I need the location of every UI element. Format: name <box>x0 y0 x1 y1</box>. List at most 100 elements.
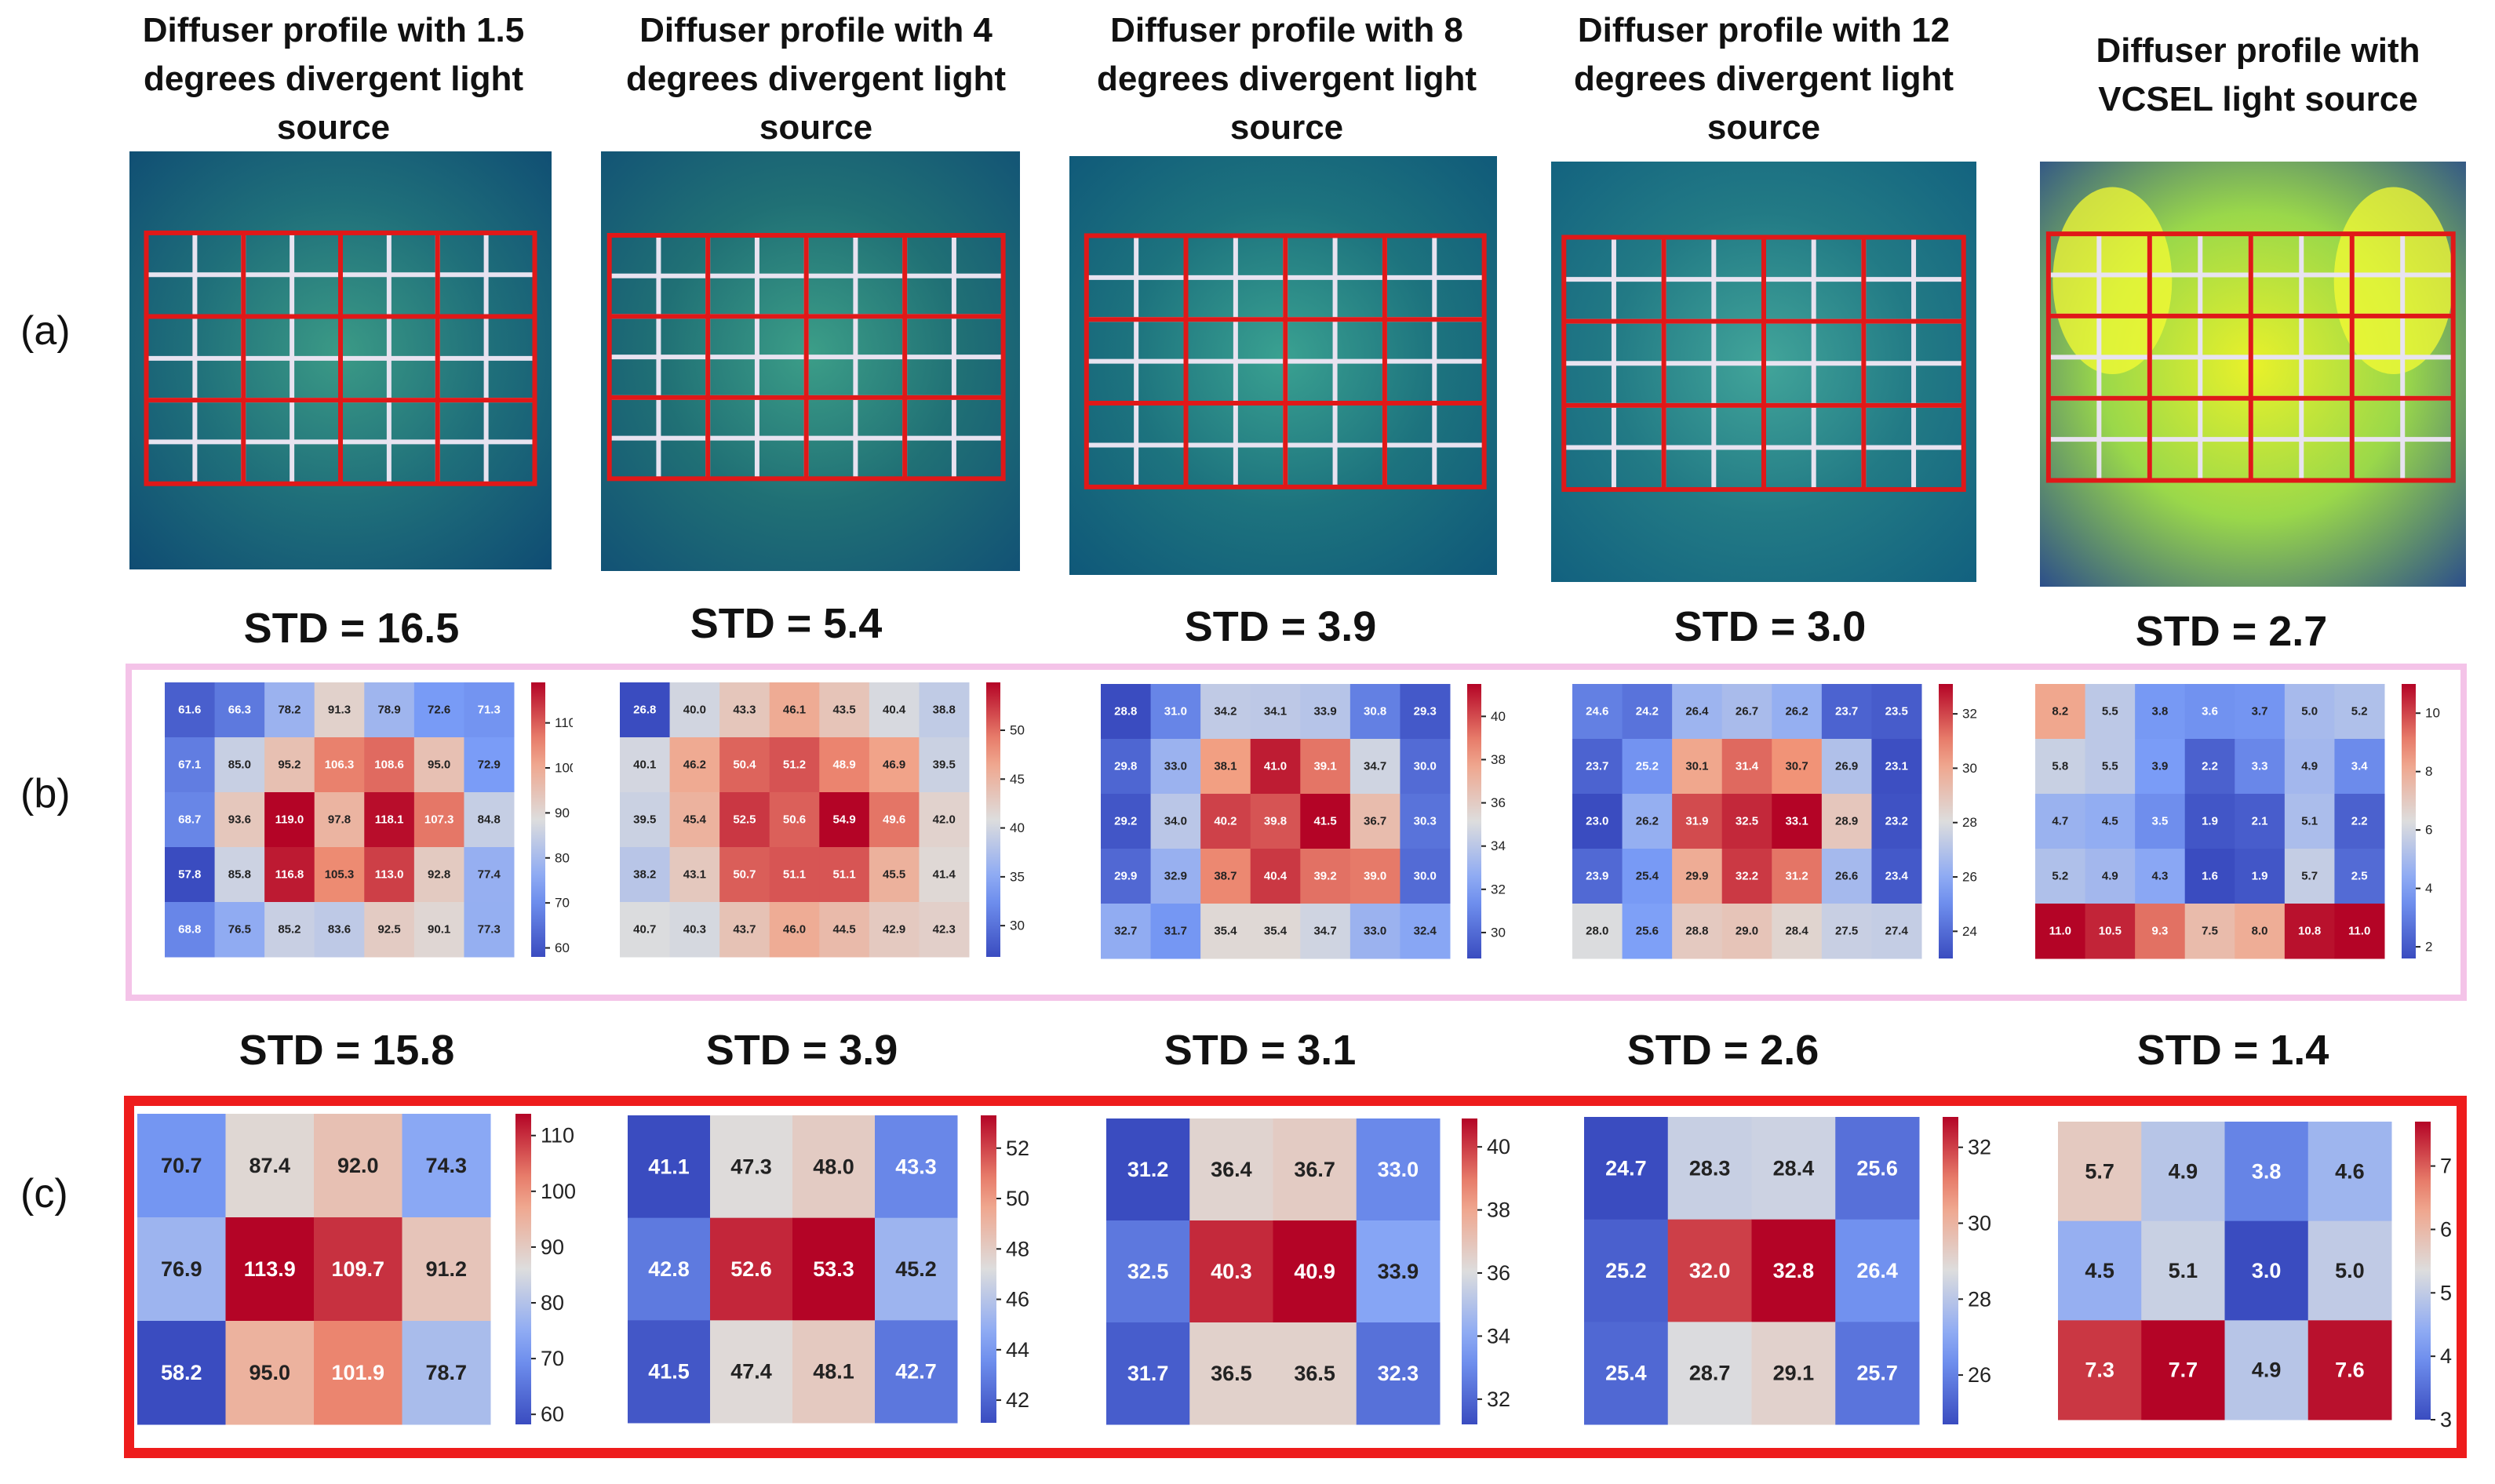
std-c1: STD = 15.8 <box>239 1027 455 1074</box>
heatmap-cell <box>1101 849 1152 904</box>
std-b3: STD = 3.9 <box>1184 603 1377 650</box>
colorbar-tick-label: 40 <box>1491 709 1506 724</box>
heatmap-cell <box>464 737 515 793</box>
cell-label: 26.2 <box>1785 705 1808 718</box>
heatmap-cell <box>314 792 365 848</box>
cell-label: 42.0 <box>933 813 956 827</box>
heatmap-cell <box>1300 794 1351 849</box>
heatmap-cell <box>1273 1118 1357 1221</box>
heatmap-cell <box>1189 1220 1273 1323</box>
colorbar-tick-label: 46 <box>1006 1288 1029 1311</box>
title-a2: Diffuser profile with 4 degrees divergen… <box>625 11 1007 147</box>
heatmap-cell <box>1721 684 1772 740</box>
colorbar-tick-label: 32 <box>1962 707 1977 722</box>
colorbar-tick-label: 36 <box>1487 1261 1510 1285</box>
colorbar-tick-label: 50 <box>1006 1187 1029 1210</box>
heatmap-cell <box>869 737 920 793</box>
heatmap-cell <box>1189 1118 1273 1221</box>
std-b1: STD = 16.5 <box>243 605 460 652</box>
cell-label: 3.9 <box>2151 760 2168 773</box>
heatmap-cell <box>1200 794 1251 849</box>
heatmap-cell <box>1871 904 1922 959</box>
heatmap-cell <box>1821 849 1872 904</box>
cell-label: 5.7 <box>2301 870 2318 883</box>
heatmap-cell <box>1150 904 1201 959</box>
cell-label: 38.2 <box>633 868 656 882</box>
cell-label: 32.0 <box>1689 1259 1731 1282</box>
heatmap-cell <box>2284 684 2335 740</box>
heatmap-cell <box>2307 1122 2392 1222</box>
cell-label: 29.0 <box>1736 925 1758 938</box>
cell-label: 25.4 <box>1636 870 1659 883</box>
heatmap-cell <box>1150 849 1201 904</box>
colorbar-tick-label: 42 <box>1006 1388 1029 1412</box>
heatmap-cell <box>2035 794 2086 849</box>
cell-label: 43.3 <box>733 704 756 717</box>
cell-label: 41.4 <box>933 868 956 882</box>
heatmap-cell <box>1835 1117 1920 1220</box>
cell-label: 30.0 <box>1414 760 1437 773</box>
cell-label: 29.2 <box>1114 815 1137 828</box>
cell-label: 36.7 <box>1294 1158 1335 1181</box>
cell-label: 5.0 <box>2301 705 2318 718</box>
cell-label: 29.8 <box>1114 760 1137 773</box>
heatmap-cell <box>869 902 920 958</box>
heatmap-cell <box>1835 1219 1920 1322</box>
cell-label: 116.8 <box>275 868 304 882</box>
heatmap-cell <box>1572 904 1623 959</box>
std-b5: STD = 2.7 <box>2135 608 2328 655</box>
colorbar-tick-label: 90 <box>541 1235 564 1259</box>
heatmap-cell <box>669 792 720 848</box>
colorbar <box>515 1114 531 1424</box>
heatmap-cell <box>1721 849 1772 904</box>
cell-label: 34.1 <box>1264 705 1287 718</box>
cell-label: 31.2 <box>1127 1158 1169 1181</box>
cell-label: 118.1 <box>375 813 404 827</box>
heatmap-cell <box>669 847 720 903</box>
heatmap-cell <box>710 1217 793 1321</box>
colorbar <box>531 682 545 957</box>
cell-label: 91.2 <box>425 1257 467 1281</box>
colorbar-tick-label: 28 <box>1968 1287 1991 1311</box>
heatmap-cell <box>1871 849 1922 904</box>
heatmap-cell <box>2184 684 2235 740</box>
cell-label: 85.8 <box>228 868 251 882</box>
cell-label: 71.3 <box>478 704 501 717</box>
cell-label: 25.6 <box>1636 925 1659 938</box>
heatmap-cell <box>314 1217 402 1322</box>
cell-label: 4.6 <box>2335 1159 2365 1183</box>
heatmap-cell <box>2334 794 2385 849</box>
cell-label: 51.1 <box>832 868 855 882</box>
colorbar-tick-label: 100 <box>555 761 573 776</box>
cell-label: 8.2 <box>2052 705 2068 718</box>
cell-label: 26.4 <box>1685 705 1709 718</box>
cell-label: 40.4 <box>1264 870 1288 883</box>
cell-label: 58.2 <box>161 1361 202 1384</box>
profile-image-1 <box>129 151 552 569</box>
heatmap-cell <box>2235 904 2286 959</box>
cell-label: 42.3 <box>933 923 956 937</box>
cell-label: 39.0 <box>1364 870 1386 883</box>
cell-label: 33.9 <box>1313 705 1336 718</box>
cell-label: 23.7 <box>1835 705 1858 718</box>
cell-label: 31.7 <box>1164 925 1187 938</box>
colorbar-tick-label: 4 <box>2440 1344 2452 1368</box>
heatmap-cell <box>314 682 365 738</box>
heatmap-cell <box>165 847 216 903</box>
cell-label: 26.4 <box>1856 1259 1898 1282</box>
heatmap-cell <box>264 847 315 903</box>
cell-label: 23.5 <box>1885 705 1908 718</box>
cell-label: 26.6 <box>1835 870 1858 883</box>
heatmap-cell <box>464 847 515 903</box>
heatmap-cell <box>1572 684 1623 740</box>
cell-label: 52.6 <box>730 1257 772 1281</box>
cell-label: 33.9 <box>1378 1260 1419 1283</box>
cell-label: 23.4 <box>1885 870 1909 883</box>
cell-label: 26.2 <box>1636 815 1659 828</box>
heatmap-cell <box>225 1217 315 1322</box>
heatmap-c5: 5.7 4.9 3.8 4.6 4.5 5.1 3.0 5.0 7.3 7.7 4.9 7.6 3 4 5 6… <box>2058 1122 2452 1431</box>
heatmap-cell <box>2141 1220 2225 1321</box>
cell-label: 46.0 <box>783 923 806 937</box>
cell-label: 5.0 <box>2335 1259 2365 1282</box>
heatmap-cell <box>1622 849 1673 904</box>
